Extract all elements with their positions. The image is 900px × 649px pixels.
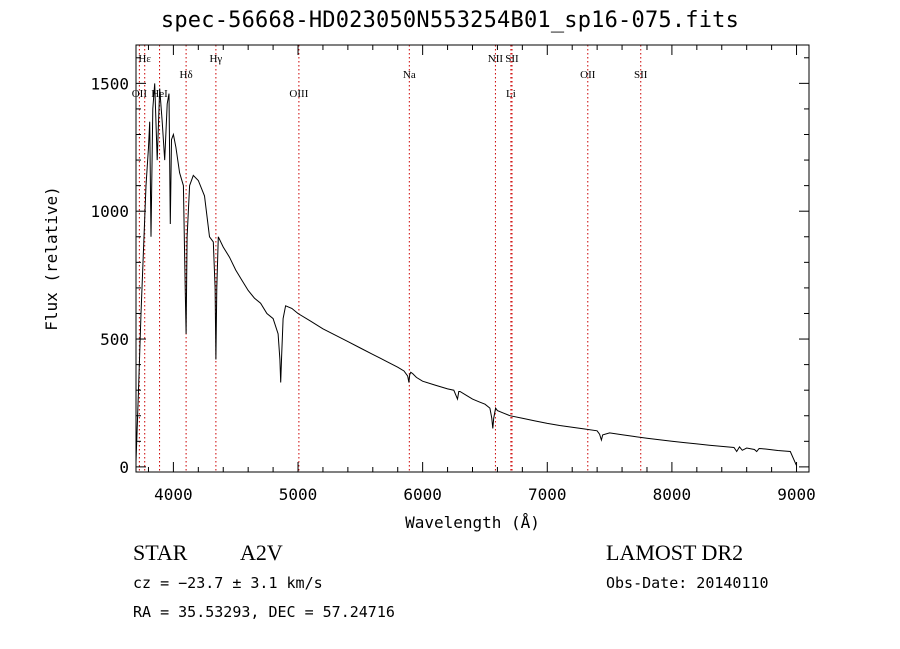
x-tick-label: 8000 [653, 485, 692, 504]
line-marker-label: OII [580, 69, 596, 81]
line-marker-label: NII [488, 53, 504, 65]
object-class: STAR [133, 540, 188, 565]
spectrum-line [135, 83, 797, 466]
survey-name: LAMOST DR2 [606, 540, 744, 565]
line-marker-label: SII [634, 69, 648, 81]
x-tick-label: 5000 [279, 485, 318, 504]
x-tick-label: 7000 [528, 485, 567, 504]
line-marker-label: Hε [138, 53, 151, 65]
y-tick-label: 1500 [90, 74, 129, 93]
x-tick-label: 6000 [403, 485, 442, 504]
x-tick-label: 9000 [777, 485, 816, 504]
line-marker-label: OII [132, 88, 148, 100]
y-tick-label: 500 [100, 330, 129, 349]
x-tick-label: 4000 [154, 485, 193, 504]
y-tick-label: 0 [119, 458, 129, 477]
line-marker-label: Hδ [180, 69, 193, 81]
x-axis: 4000 5000 6000 7000 8000 9000 [147, 45, 816, 504]
redshift-cz: cz = −23.7 ± 3.1 km/s [133, 574, 323, 592]
y-tick-label: 1000 [90, 202, 129, 221]
line-marker-label: Hγ [209, 53, 222, 65]
plot-frame [135, 44, 810, 473]
line-marker-label: OIII [289, 88, 308, 100]
chart-title: spec-56668-HD023050N553254B01_sp16-075.f… [160, 8, 740, 33]
ra-dec: RA = 35.53293, DEC = 57.24716 [133, 603, 395, 621]
y-axis-label: Flux (relative) [42, 186, 61, 331]
line-marker-label: Na [403, 69, 416, 81]
line-marker-label: Li [506, 88, 516, 100]
x-axis-label: Wavelength (Å) [405, 513, 540, 532]
line-marker-label: SII [505, 53, 519, 65]
spectral-subclass: A2V [240, 540, 283, 565]
observation-date: Obs-Date: 20140110 [606, 574, 769, 592]
y-axis: 0 500 1000 1500 [90, 57, 809, 477]
